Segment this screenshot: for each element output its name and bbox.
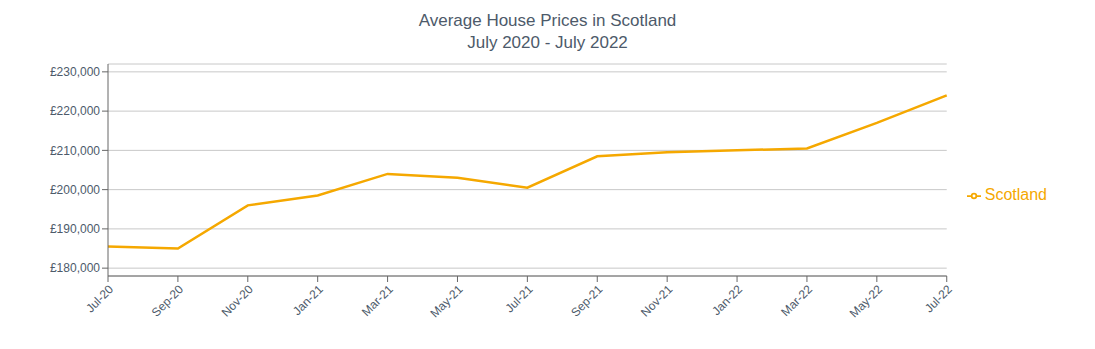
svg-text:£210,000: £210,000	[50, 144, 100, 158]
svg-text:£180,000: £180,000	[50, 261, 100, 275]
svg-text:Jan-22: Jan-22	[709, 282, 745, 318]
svg-text:Mar-21: Mar-21	[359, 282, 396, 319]
svg-text:Mar-22: Mar-22	[778, 282, 815, 319]
svg-text:Sep-20: Sep-20	[149, 282, 186, 319]
svg-text:May-21: May-21	[427, 282, 465, 320]
svg-text:Sep-21: Sep-21	[568, 282, 605, 319]
svg-text:£190,000: £190,000	[50, 222, 100, 236]
svg-text:Jul-21: Jul-21	[503, 282, 536, 315]
svg-text:Nov-21: Nov-21	[638, 282, 675, 319]
svg-text:Jul-20: Jul-20	[83, 282, 116, 315]
svg-text:£220,000: £220,000	[50, 104, 100, 118]
svg-text:Jul-22: Jul-22	[922, 282, 955, 315]
svg-text:May-22: May-22	[847, 282, 885, 320]
html-text:Average House Prices in Scotla: Average House Prices in Scotland	[418, 11, 677, 30]
svg-text:Nov-20: Nov-20	[219, 282, 256, 319]
html-text:Scotland: Scotland	[984, 186, 1047, 203]
html-text:July 2020 - July 2022: July 2020 - July 2022	[467, 33, 628, 52]
svg-text:£200,000: £200,000	[50, 183, 100, 197]
svg-text:Jan-21: Jan-21	[290, 282, 326, 318]
svg-text:£230,000: £230,000	[50, 65, 100, 79]
